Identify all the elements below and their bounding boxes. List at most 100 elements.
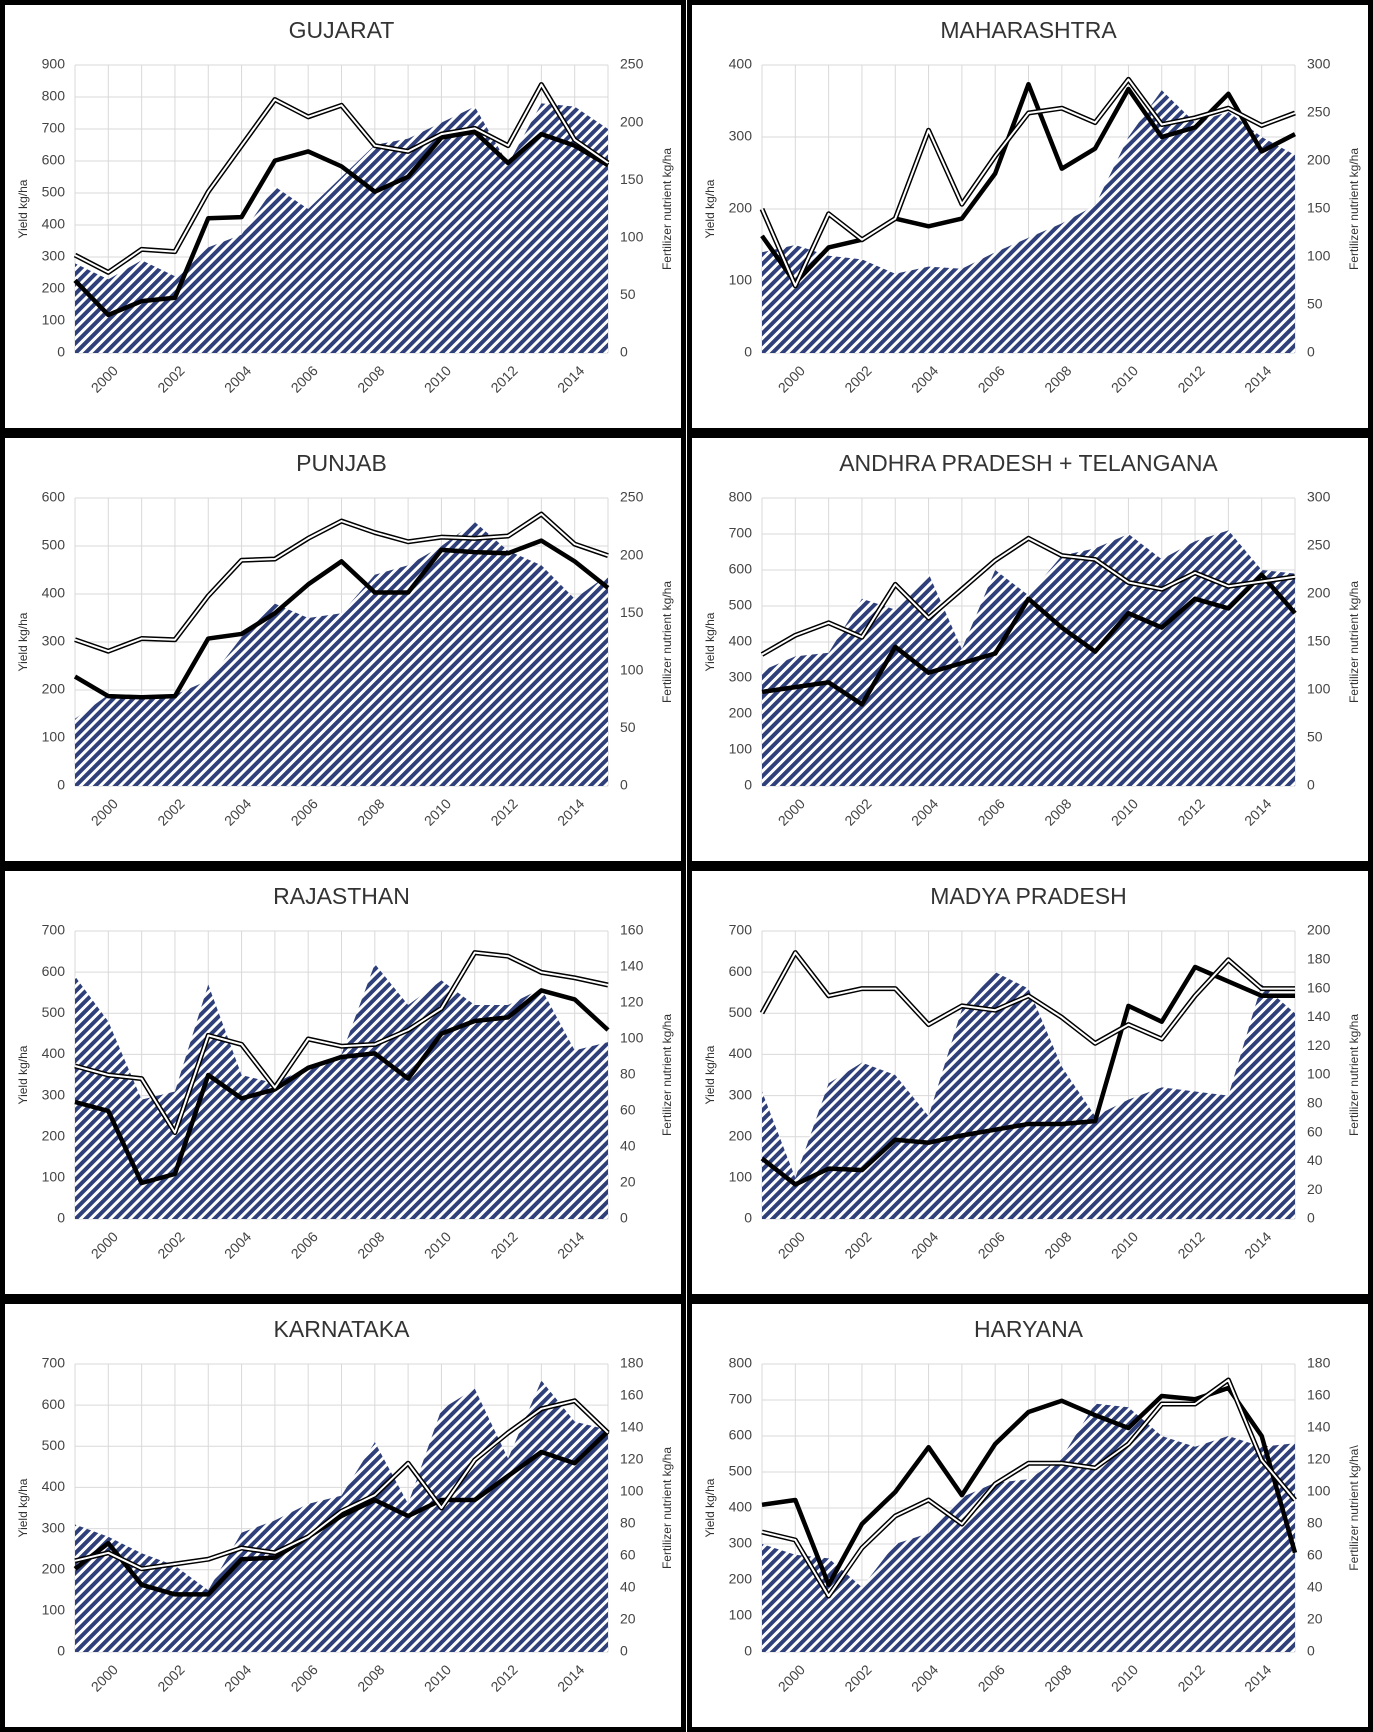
x-tick-label: 2004: [908, 795, 941, 828]
double-line-inner: [74, 83, 609, 274]
y-tick-label: 400: [42, 585, 66, 601]
y-tick-label: 500: [42, 1437, 66, 1453]
y-tick-label: 500: [729, 597, 753, 613]
y-tick-label: 400: [729, 56, 753, 72]
y2-tick-label: 250: [1307, 104, 1331, 120]
y2-tick-label: 100: [1307, 681, 1331, 697]
panel-border: [0, 1299, 686, 1732]
y-tick-label: 200: [729, 705, 753, 721]
y2-tick-label: 20: [1307, 1181, 1323, 1197]
x-tick-label: 2012: [1174, 795, 1207, 828]
y2-tick-label: 120: [620, 1451, 644, 1467]
y2-tick-label: 140: [620, 1419, 644, 1435]
y2-tick-label: 60: [1307, 1547, 1323, 1563]
y-tick-label: 600: [42, 963, 66, 979]
x-tick-label: 2002: [154, 362, 187, 395]
thick-line: [73, 1429, 610, 1597]
y-tick-label: 200: [729, 1127, 753, 1143]
y2-axis-title: Fertilizer nutrient kg/ha: [1347, 148, 1361, 270]
y2-tick-label: 80: [620, 1515, 636, 1531]
y2-axis-title: Fertilizer nutrient kg/ha: [660, 1014, 674, 1136]
x-tick-label: 2014: [1241, 362, 1274, 395]
chart-title: GUJARAT: [289, 17, 395, 43]
x-tick-label: 2006: [975, 1661, 1008, 1694]
x-tick-label: 2004: [221, 362, 254, 395]
x-tick-label: 2010: [421, 795, 454, 828]
x-tick-label: 2002: [841, 1228, 874, 1261]
y-tick-label: 500: [42, 1004, 66, 1020]
x-tick-label: 2012: [487, 362, 520, 395]
y2-axis-title: Fertilizer nutrient kg/ha: [1347, 1014, 1361, 1136]
yield-area: [75, 522, 608, 786]
y2-tick-label: 150: [620, 171, 644, 187]
y2-tick-label: 40: [620, 1138, 636, 1154]
chart-panel: RAJASTHAN Yield kg/ha Fertilizer nutrient …: [0, 866, 686, 1299]
double-line-inner: [761, 78, 1296, 287]
y2-tick-label: 200: [620, 546, 644, 562]
chart-title: RAJASTHAN: [273, 883, 410, 909]
y-tick-label: 700: [42, 120, 66, 136]
y2-tick-label: 50: [620, 719, 636, 735]
double-line-inner: [74, 513, 609, 653]
y2-tick-label: 100: [1307, 1066, 1331, 1082]
panel-border: [687, 433, 1373, 866]
y-tick-label: 700: [729, 1391, 753, 1407]
chart-panel: MAHARASHTRA Yield kg/ha Fertilizer nutrien…: [687, 0, 1373, 433]
x-tick-label: 2006: [288, 1661, 321, 1694]
x-tick-label: 2002: [841, 362, 874, 395]
x-tick-label: 2012: [487, 1661, 520, 1694]
y-tick-label: 800: [42, 88, 66, 104]
x-tick-label: 2014: [554, 1228, 587, 1261]
y2-tick-label: 180: [1307, 951, 1331, 967]
y-tick-label: 600: [729, 561, 753, 577]
x-tick-label: 2006: [288, 362, 321, 395]
y2-axis-title: Fertilizer nutrient kg/ha\: [1347, 1445, 1361, 1571]
y-axis-title: Yield kg/ha: [703, 1478, 717, 1537]
y-tick-label: 600: [729, 963, 753, 979]
x-tick-label: 2008: [354, 1228, 387, 1261]
y2-tick-label: 140: [1307, 1419, 1331, 1435]
x-tick-label: 2002: [154, 1661, 187, 1694]
x-tick-label: 2008: [354, 795, 387, 828]
chart-title: PUNJAB: [296, 450, 387, 476]
x-tick-label: 2000: [775, 795, 808, 828]
chart-title: HARYANA: [974, 1316, 1084, 1342]
y-tick-label: 0: [57, 1643, 65, 1659]
y-tick-label: 100: [42, 1602, 66, 1618]
y2-axis-title: Fertilizer nutrient kg/ha: [660, 1447, 674, 1569]
y-tick-label: 100: [729, 741, 753, 757]
y-tick-label: 500: [729, 1463, 753, 1479]
double-line-inner: [761, 951, 1295, 1045]
y2-tick-label: 120: [1307, 1037, 1331, 1053]
y-tick-label: 700: [42, 922, 66, 938]
x-tick-label: 2000: [775, 1661, 808, 1694]
y-axis-title: Yield kg/ha: [16, 179, 30, 238]
y-axis-title: Yield kg/ha: [703, 1045, 717, 1104]
y2-tick-label: 180: [1307, 1355, 1331, 1371]
y2-tick-label: 180: [620, 1355, 644, 1371]
y-tick-label: 100: [42, 312, 66, 328]
y-axis-title: Yield kg/ha: [703, 179, 717, 238]
y2-tick-label: 80: [1307, 1515, 1323, 1531]
y2-tick-label: 0: [620, 1210, 628, 1226]
x-tick-label: 2000: [88, 795, 121, 828]
x-tick-label: 2004: [908, 362, 941, 395]
x-tick-label: 2004: [221, 1228, 254, 1261]
y-tick-label: 700: [729, 525, 753, 541]
y-tick-label: 500: [42, 537, 66, 553]
y2-tick-label: 100: [620, 229, 644, 245]
y-tick-label: 0: [744, 344, 752, 360]
panel-border: [0, 0, 686, 433]
x-tick-label: 2006: [975, 795, 1008, 828]
x-tick-label: 2000: [775, 362, 808, 395]
y-tick-label: 200: [42, 1560, 66, 1576]
y-tick-label: 400: [42, 1045, 66, 1061]
chart-panel: KARNATAKA Yield kg/ha Fertilizer nutrient …: [0, 1299, 686, 1732]
y-tick-label: 0: [744, 777, 752, 793]
y2-tick-label: 300: [1307, 56, 1331, 72]
y2-tick-label: 140: [1307, 1008, 1331, 1024]
y2-tick-label: 0: [1307, 1210, 1315, 1226]
thick-line: [73, 129, 610, 318]
y-tick-label: 700: [42, 1355, 66, 1371]
x-tick-label: 2014: [554, 795, 587, 828]
